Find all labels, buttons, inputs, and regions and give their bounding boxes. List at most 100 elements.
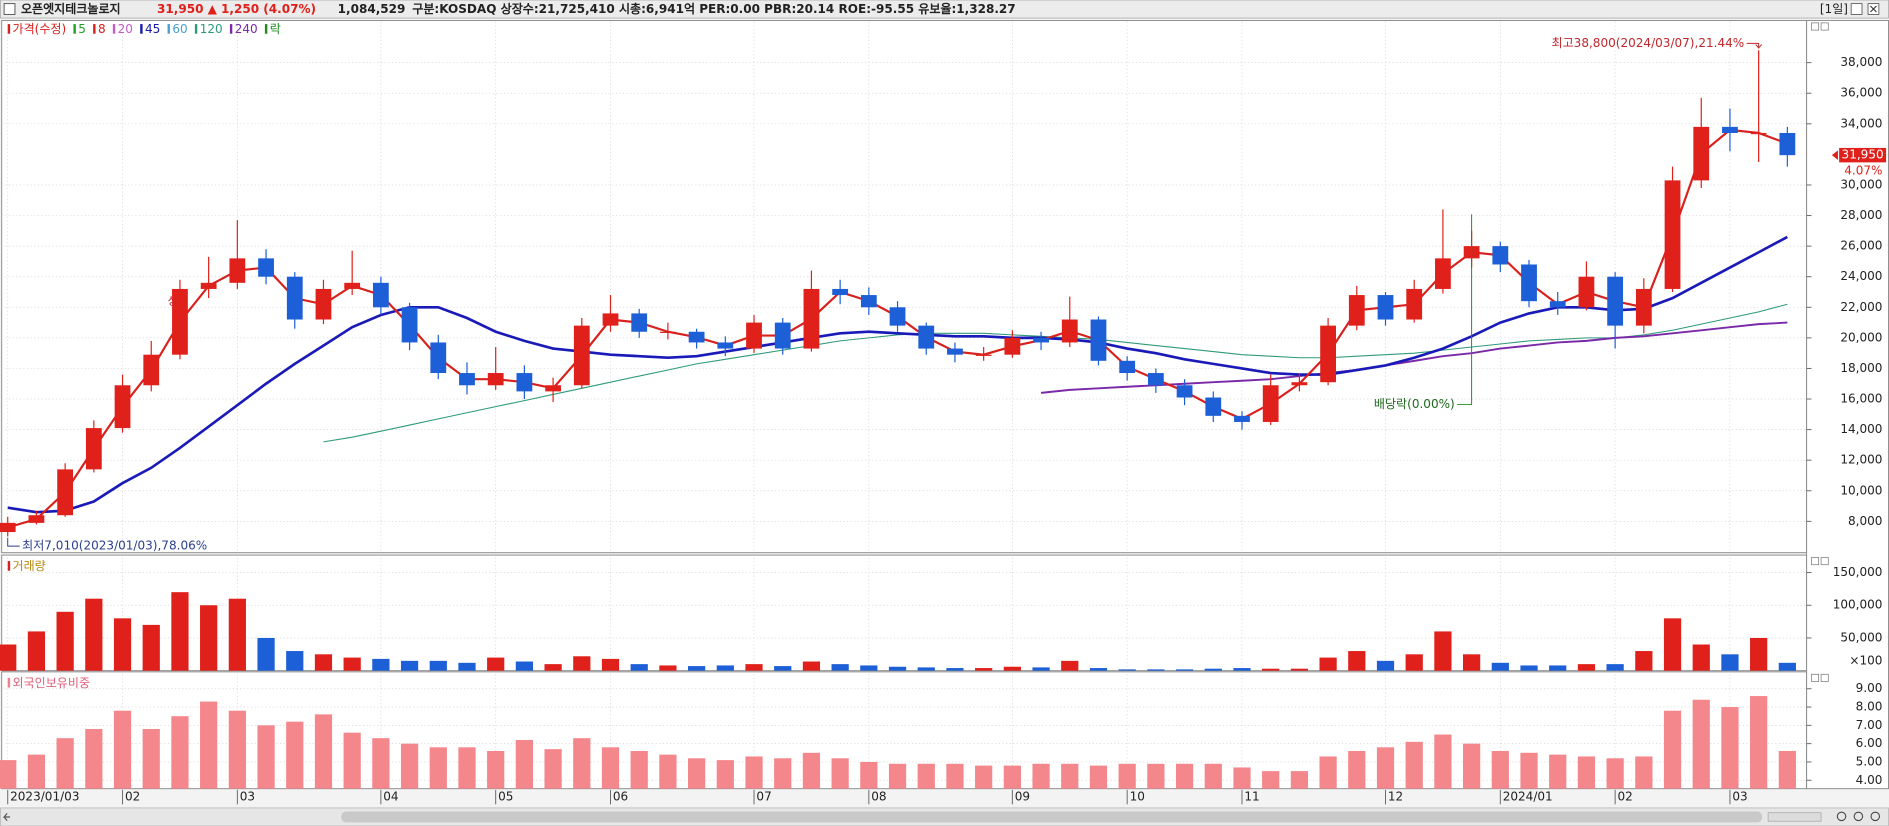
bar (975, 765, 993, 789)
bar (487, 750, 505, 789)
bar (515, 739, 534, 789)
y-tick-label: 28,000 (1840, 208, 1882, 222)
bar (228, 598, 246, 671)
bar (1405, 654, 1423, 671)
bar (228, 710, 246, 789)
candle-body (1033, 337, 1049, 343)
bar (487, 657, 505, 671)
bar (1376, 747, 1395, 789)
low-note-arrow (7, 537, 20, 547)
y-tick-label: 22,000 (1840, 300, 1882, 314)
bar (716, 760, 734, 789)
candle-body (660, 331, 676, 333)
bar (1262, 668, 1280, 671)
price-tag (1839, 147, 1887, 163)
bar (1233, 668, 1251, 671)
zoom-slider[interactable] (1767, 812, 1822, 822)
bar (1032, 667, 1050, 671)
bar (774, 758, 792, 789)
period[interactable]: [1일] (1820, 2, 1848, 16)
candle-body (57, 469, 74, 516)
bar (1290, 771, 1309, 789)
bar (113, 618, 132, 671)
bar (200, 701, 218, 789)
bar (1061, 763, 1079, 789)
y-tick-label: 16,000 (1840, 392, 1882, 406)
bar (85, 598, 103, 671)
checkbox[interactable] (3, 3, 16, 15)
bar (1434, 734, 1452, 789)
legend-label: 45 (145, 22, 160, 36)
stock-name: 오픈엣지테크놀로지 (21, 1, 121, 16)
legend-marker (93, 24, 96, 34)
y-tick-label: 26,000 (1840, 239, 1882, 253)
panel-button[interactable] (1820, 557, 1829, 566)
bar (1376, 660, 1395, 671)
bar (314, 714, 333, 789)
bar (372, 738, 390, 789)
panel-button[interactable] (1811, 22, 1820, 31)
bar (544, 664, 562, 671)
bar (659, 665, 677, 671)
zoom-in[interactable] (1853, 811, 1864, 822)
bar (257, 725, 275, 789)
candle-body (860, 295, 877, 308)
candle-body (85, 428, 102, 470)
candle-body (803, 288, 820, 349)
panel-button[interactable] (1811, 557, 1820, 566)
close-icon (1870, 5, 1877, 13)
bar (1348, 750, 1366, 789)
bar (831, 758, 849, 789)
candle-body (573, 325, 590, 386)
zoom-out[interactable] (1836, 811, 1847, 822)
y-tick-label: 36,000 (1840, 86, 1882, 100)
x-tick-label: 04 (383, 790, 398, 804)
bar (975, 668, 993, 671)
bar (1147, 669, 1165, 671)
bar (1520, 665, 1538, 671)
title-marker (7, 561, 11, 571)
scrollbar-thumb[interactable] (341, 811, 1763, 823)
bar (1319, 756, 1337, 789)
y-tick-label: 38,000 (1840, 55, 1882, 69)
x-tick-label: 03 (1732, 790, 1747, 804)
x-tick-label: 03 (240, 790, 255, 804)
legend-label: 가격(수정) (13, 22, 67, 36)
x-tick-label: 2023/01/03 (10, 790, 79, 804)
bar (630, 664, 648, 671)
bar (142, 729, 160, 789)
maximize-button[interactable] (1850, 3, 1863, 15)
bar (1721, 654, 1739, 671)
bar (1175, 763, 1194, 789)
bar (56, 738, 74, 789)
candle-body (459, 373, 475, 386)
y-tick-label: 18,000 (1840, 361, 1882, 375)
last-change-label: 4.07% (1844, 163, 1882, 177)
panel-button[interactable] (1820, 22, 1829, 31)
legend-marker (264, 24, 268, 34)
bar (1003, 666, 1021, 671)
panel-button[interactable] (1820, 673, 1829, 682)
bar (1692, 699, 1710, 789)
bar (573, 656, 591, 671)
bar (1491, 750, 1509, 789)
candle-body (631, 313, 648, 332)
x-tick-label: 09 (1015, 790, 1030, 804)
candle-body (1147, 373, 1164, 386)
panel-title: 거래량 (13, 559, 46, 573)
legend-label: 5 (78, 22, 86, 36)
bar (56, 611, 74, 671)
panel-button[interactable] (1811, 673, 1820, 682)
price-change: ▲ 1,250 (4.07%) (208, 2, 316, 16)
candle-body (372, 282, 389, 308)
bar (171, 592, 189, 671)
x-tick-label: 11 (1244, 790, 1259, 804)
bar (0, 644, 17, 671)
candle-body (1750, 132, 1767, 135)
candle-body (746, 322, 762, 349)
bar (1778, 750, 1796, 789)
zoom-reset[interactable] (1870, 811, 1881, 822)
scroll-left[interactable] (2, 812, 11, 821)
bar (1463, 743, 1481, 789)
